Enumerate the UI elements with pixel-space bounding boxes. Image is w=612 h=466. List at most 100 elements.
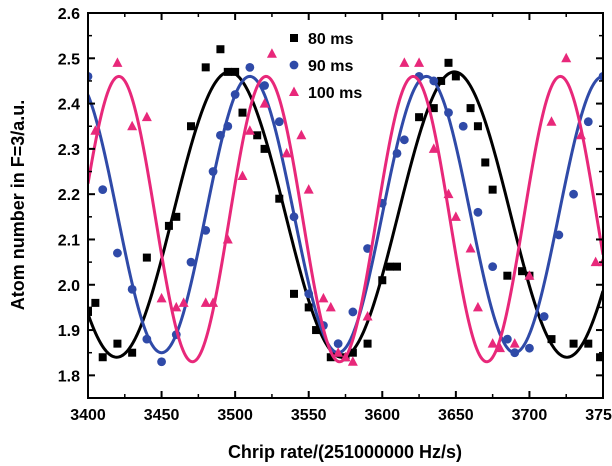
data-point-1: [157, 357, 166, 367]
x-tick-label: 3400: [70, 407, 106, 424]
x-tick-label: 3700: [512, 407, 548, 424]
data-point-2: [200, 297, 211, 307]
y-axis-title: Atom number in F=3/a.u.: [8, 100, 28, 311]
data-point-1: [525, 343, 534, 353]
data-point-1: [598, 72, 603, 81]
data-point-0: [223, 67, 232, 76]
data-point-2: [237, 170, 248, 181]
data-point-1: [216, 130, 225, 140]
series-layer: [88, 45, 603, 367]
data-point-0: [88, 307, 92, 316]
data-point-2: [495, 342, 505, 353]
legend-marker-2: [289, 86, 299, 96]
data-point-0: [488, 185, 497, 194]
data-point-0: [172, 212, 181, 221]
data-point-1: [569, 189, 578, 199]
data-point-2: [472, 301, 483, 312]
data-point-2: [208, 297, 219, 307]
data-point-0: [451, 72, 460, 81]
data-point-2: [362, 310, 373, 321]
x-tick-label: 3600: [364, 407, 400, 424]
x-axis-title: Chrip rate/(251000000 Hz/s): [228, 442, 462, 462]
data-point-0: [304, 303, 313, 312]
data-point-0: [363, 339, 372, 348]
data-point-2: [399, 57, 410, 67]
data-point-2: [524, 270, 535, 280]
data-point-1: [458, 121, 468, 131]
data-point-2: [127, 120, 138, 131]
data-point-1: [289, 212, 299, 222]
data-point-2: [487, 338, 498, 348]
data-point-2: [509, 338, 520, 348]
data-point-2: [222, 233, 233, 244]
data-point-1: [392, 149, 402, 158]
y-tick-label: 2.0: [58, 278, 80, 295]
data-point-2: [450, 211, 461, 221]
data-point-2: [171, 301, 182, 312]
data-point-0: [444, 58, 453, 67]
data-point-0: [518, 267, 527, 276]
data-point-0: [201, 63, 210, 72]
axes-layer: 3400 3450 3500 3550 3600 3650 3700 3750 1.8 1.9 2.…: [58, 6, 612, 424]
data-point-0: [466, 104, 475, 113]
data-point-1: [554, 230, 564, 240]
data-point-0: [275, 194, 284, 203]
data-point-2: [266, 48, 277, 58]
y-tick-label: 2.6: [58, 6, 80, 23]
data-point-2: [90, 125, 101, 135]
data-point-1: [274, 117, 284, 127]
data-point-0: [569, 339, 578, 348]
data-point-2: [318, 292, 329, 303]
data-point-1: [223, 121, 233, 131]
data-point-2: [259, 98, 270, 108]
data-point-1: [429, 76, 439, 86]
data-point-0: [596, 353, 603, 362]
data-point-1: [201, 226, 211, 235]
data-point-2: [414, 57, 425, 67]
data-point-0: [113, 339, 122, 348]
data-point-2: [575, 129, 586, 140]
y-tick-label: 2.2: [58, 187, 80, 204]
data-point-0: [312, 326, 321, 335]
y-tick-label: 2.4: [58, 97, 80, 114]
y-tick-label: 2.3: [58, 142, 80, 159]
data-point-0: [473, 122, 482, 131]
data-point-1: [260, 81, 269, 90]
y-tick-label: 2.1: [58, 232, 80, 249]
fit-curve-2: [88, 74, 603, 364]
data-point-1: [186, 257, 196, 267]
data-point-0: [238, 108, 247, 117]
data-point-1: [142, 334, 152, 344]
data-point-2: [281, 147, 292, 158]
data-point-0: [378, 276, 387, 285]
data-point-0: [216, 45, 225, 54]
data-point-1: [88, 72, 93, 81]
legend-label-2: 100 ms: [308, 85, 362, 102]
data-point-0: [187, 122, 195, 131]
data-point-1: [304, 289, 314, 299]
data-point-0: [128, 348, 137, 357]
data-point-0: [164, 221, 173, 230]
data-point-1: [583, 117, 593, 127]
data-point-0: [429, 104, 438, 113]
data-point-1: [113, 248, 122, 258]
data-point-0: [348, 348, 357, 357]
data-point-1: [333, 339, 343, 349]
data-point-0: [290, 289, 298, 298]
legend-label-0: 80 ms: [308, 31, 353, 48]
data-point-1: [127, 284, 137, 294]
legend-label-1: 90 ms: [308, 58, 353, 75]
x-tick-label: 3650: [438, 407, 474, 424]
data-point-2: [428, 143, 439, 153]
legend: 80 ms 90 ms 100 ms: [289, 31, 362, 102]
data-point-0: [91, 298, 100, 307]
data-point-0: [503, 271, 512, 280]
data-point-2: [590, 256, 601, 267]
data-point-1: [444, 108, 453, 118]
data-point-0: [481, 158, 490, 167]
data-point-1: [502, 334, 512, 344]
data-point-1: [98, 185, 108, 195]
data-point-0: [415, 113, 424, 122]
data-point-2: [347, 356, 358, 366]
data-point-0: [437, 76, 446, 85]
